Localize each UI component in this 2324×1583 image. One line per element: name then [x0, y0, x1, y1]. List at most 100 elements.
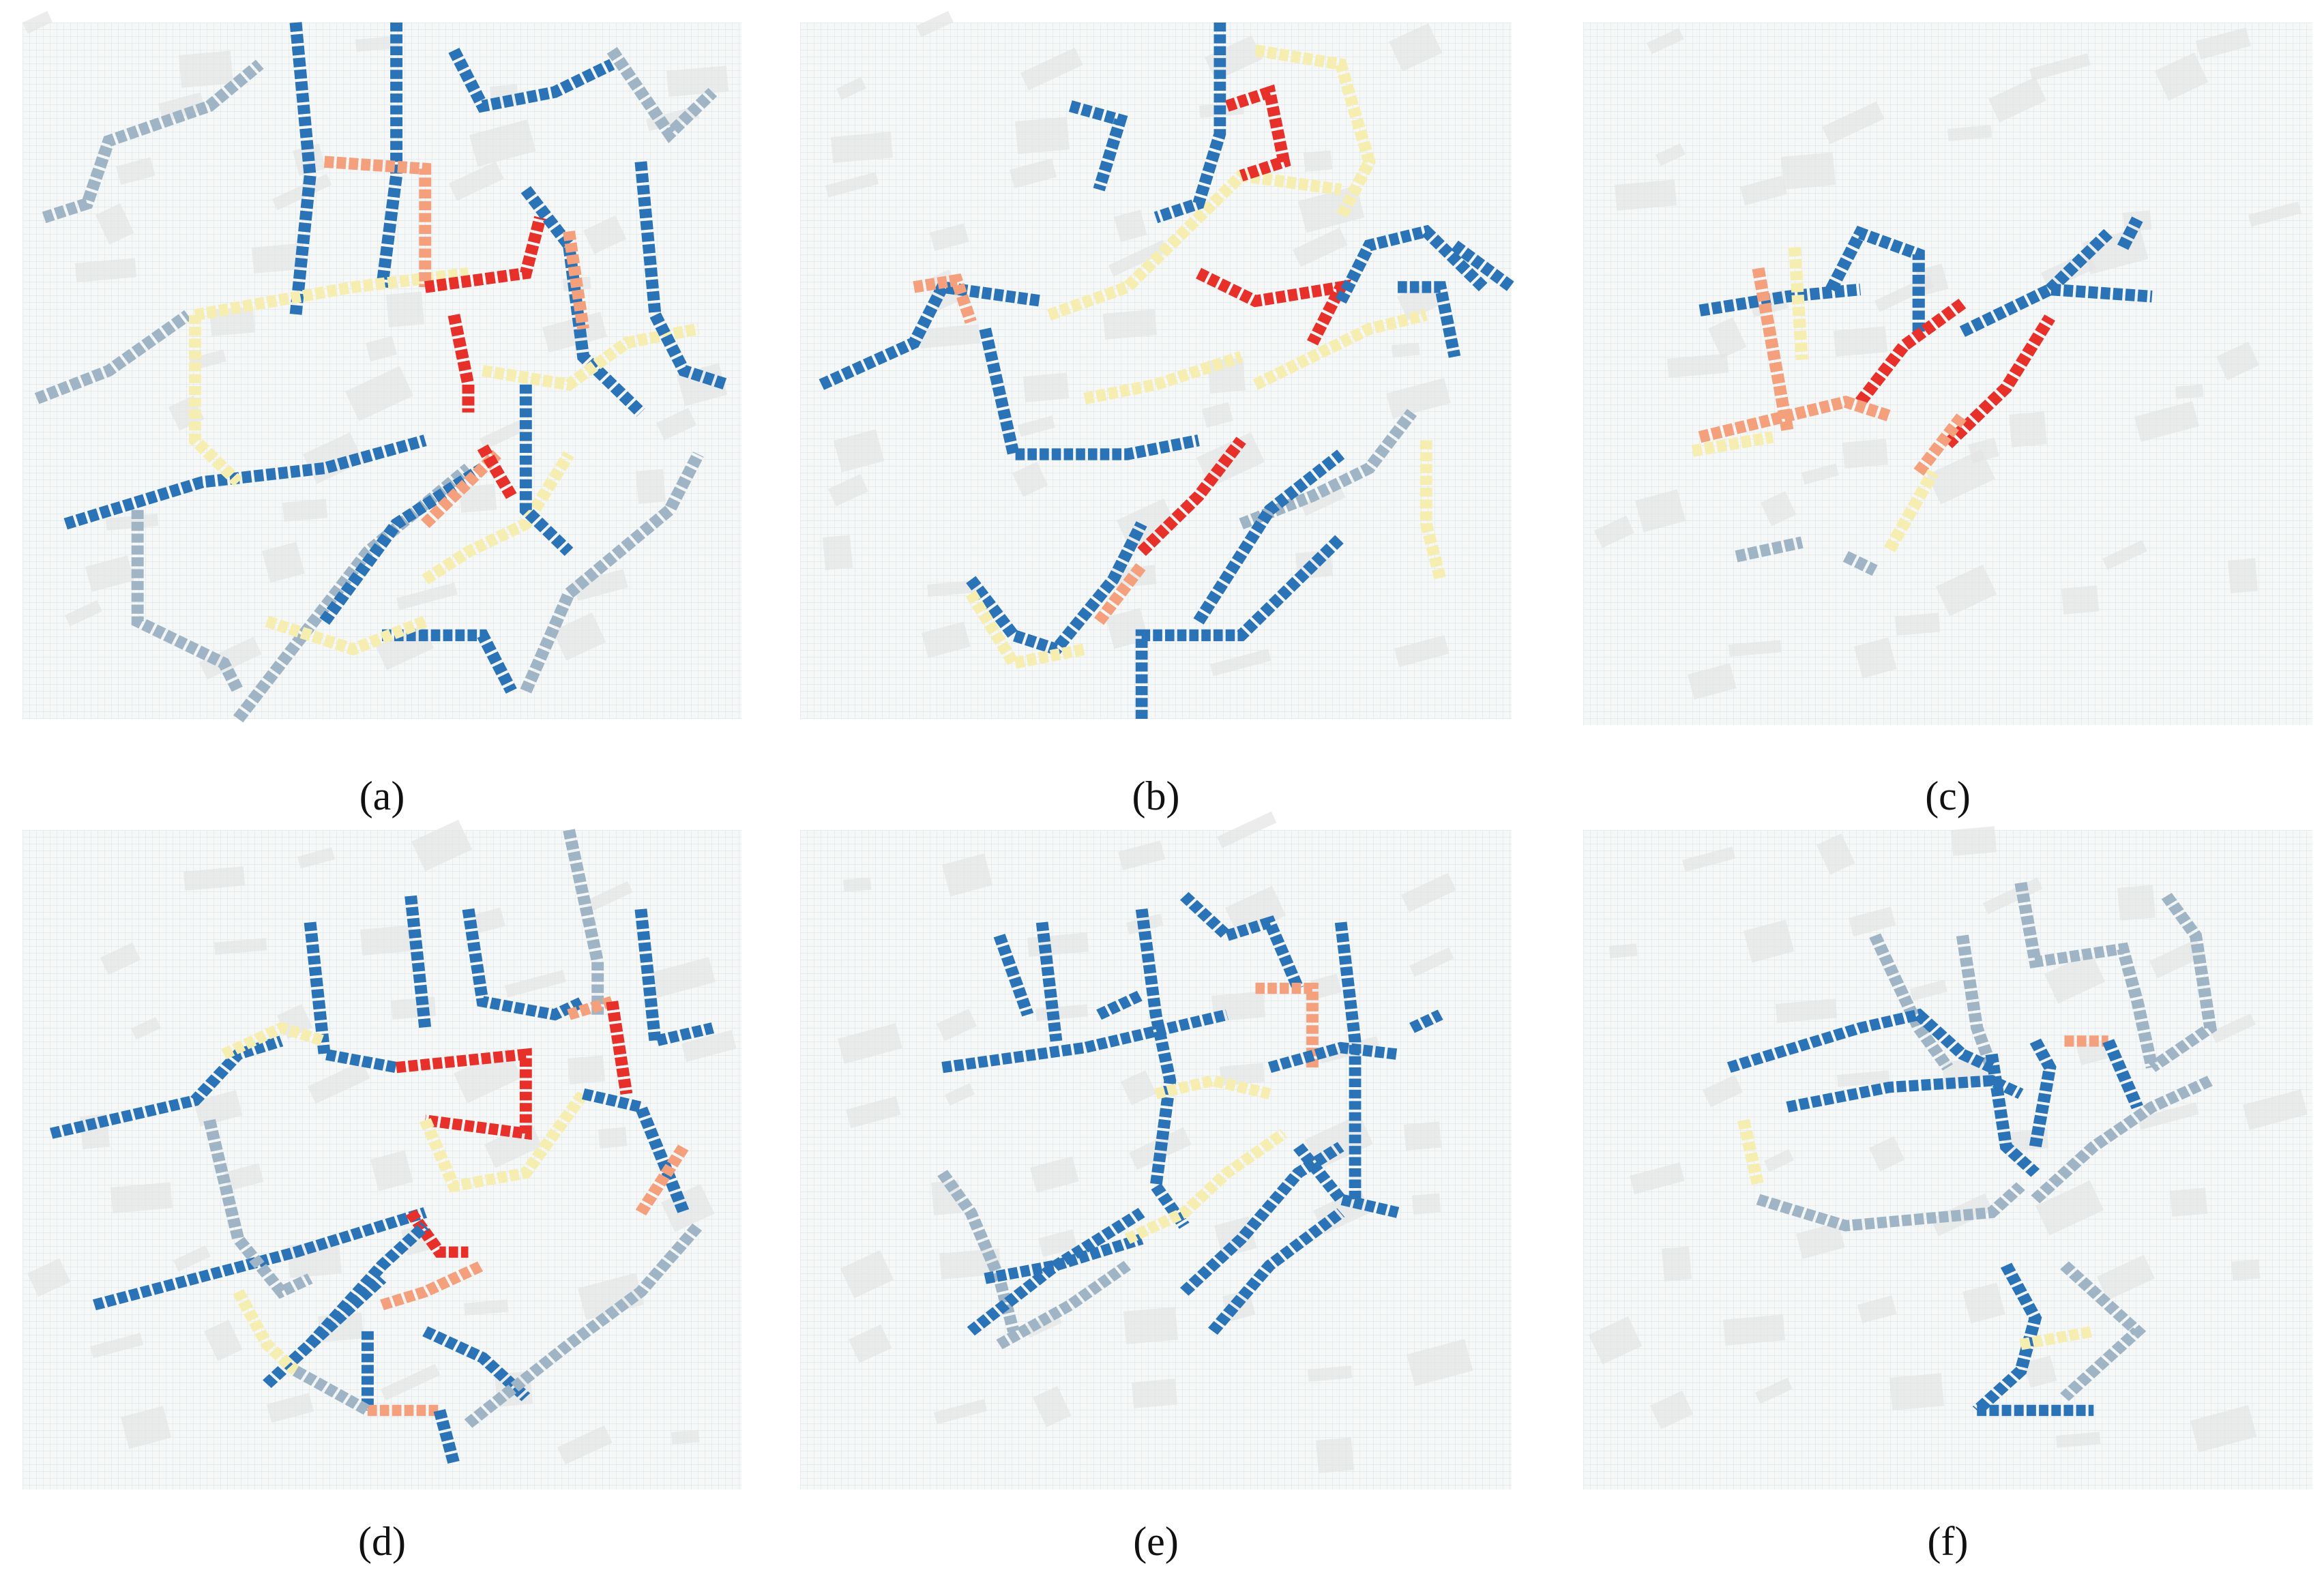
road-segment [1124, 1129, 1288, 1244]
building [396, 582, 458, 610]
building [651, 957, 716, 998]
building [459, 484, 497, 513]
map-panel [1583, 23, 2312, 725]
road-segment [606, 47, 718, 143]
map-panel [800, 11, 1516, 720]
road-segment [34, 310, 192, 404]
road-segment [2031, 1076, 2213, 1204]
building [1217, 811, 1277, 848]
building [937, 1009, 977, 1041]
building [1615, 179, 1677, 211]
building [1103, 309, 1158, 340]
building [1205, 35, 1263, 81]
building [636, 469, 666, 504]
road-segment [1842, 550, 1878, 576]
building [85, 555, 134, 592]
road-segment [967, 1208, 1145, 1336]
building [2056, 1432, 2101, 1448]
building [1630, 1162, 1685, 1195]
panel-label: (c) [1925, 773, 1971, 818]
road-segment [424, 216, 546, 293]
road-segment [324, 156, 432, 287]
building [411, 819, 473, 872]
building [583, 216, 627, 254]
road-segment [482, 323, 700, 391]
building [666, 65, 729, 97]
building [179, 50, 233, 88]
road-segment [1825, 226, 1925, 332]
building [224, 1163, 264, 1192]
building [297, 847, 335, 869]
building [1389, 23, 1443, 72]
building [1304, 150, 1333, 172]
building [1301, 486, 1346, 516]
building [2248, 201, 2302, 227]
building [1910, 979, 1947, 1001]
road-segment [581, 1088, 690, 1215]
road-segment [1691, 431, 1774, 457]
building [1708, 317, 1747, 359]
building [916, 11, 954, 38]
road-segment [1179, 1142, 1344, 1296]
building [370, 1150, 413, 1192]
building [355, 35, 400, 52]
building [110, 1182, 173, 1213]
building [942, 853, 993, 897]
building [840, 1249, 894, 1299]
building [598, 1127, 628, 1149]
building [825, 172, 879, 198]
building [1609, 943, 1638, 958]
building [1401, 872, 1456, 913]
building [262, 542, 305, 583]
road-segment [2014, 882, 2158, 1069]
panel-label: (b) [1132, 773, 1180, 818]
building [131, 1017, 161, 1040]
road-segment [941, 1009, 1229, 1074]
building [1589, 1316, 1643, 1365]
building [2035, 1180, 2104, 1236]
road-segment [1398, 281, 1461, 358]
building [1316, 1437, 1354, 1473]
building [65, 600, 102, 627]
road-segment [1985, 1053, 2040, 1177]
road-segment [1137, 437, 1246, 557]
building [1857, 1295, 1897, 1324]
building [1114, 209, 1147, 242]
building [1635, 489, 1686, 533]
building [1895, 612, 1941, 636]
road-segment [233, 463, 473, 723]
building [308, 1061, 370, 1104]
building [1010, 158, 1057, 189]
road-network [49, 829, 715, 1465]
road-segment [477, 444, 517, 499]
building [1988, 76, 2046, 123]
building [121, 1406, 172, 1449]
map-panel [23, 819, 741, 1490]
building [587, 881, 633, 911]
building [194, 1090, 243, 1127]
building [1729, 640, 1782, 657]
road-segment [1068, 100, 1128, 192]
building [464, 1299, 509, 1316]
building [945, 1083, 975, 1106]
building [1293, 227, 1348, 267]
building [173, 1245, 211, 1272]
building [360, 925, 415, 956]
road-segment [1726, 1008, 1995, 1073]
road-segment [380, 1260, 486, 1311]
building [199, 636, 262, 680]
building [2175, 384, 2204, 399]
road-segment [42, 59, 264, 224]
building [573, 569, 628, 602]
road-segment [1956, 934, 1998, 1069]
building [1656, 143, 1686, 166]
building [1295, 550, 1334, 579]
road-segment [448, 47, 615, 113]
building [448, 161, 504, 201]
road-segment [131, 509, 244, 694]
building [1023, 372, 1070, 402]
road-segment [1409, 1009, 1443, 1033]
road-segment [292, 1365, 371, 1416]
building [1106, 608, 1149, 649]
building [95, 203, 134, 245]
